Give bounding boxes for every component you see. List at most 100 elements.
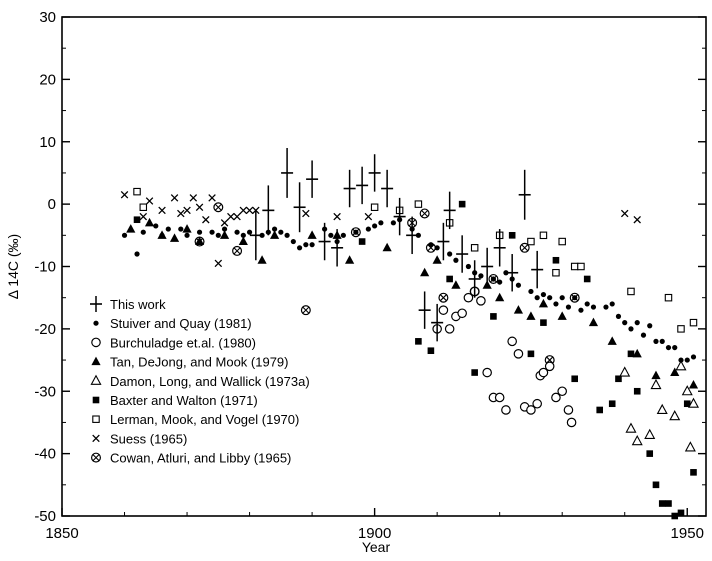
data-point	[340, 232, 346, 238]
data-point	[615, 313, 622, 319]
data-point	[490, 276, 497, 282]
data-point	[526, 311, 536, 320]
series-damon-long-and-wallick-1973a	[619, 360, 700, 452]
data-point-x	[214, 203, 222, 211]
data-point	[497, 279, 503, 285]
legend-item-lerman-mook-and-vogel-1970: Lerman, Mook, and Vogel (1970)	[92, 412, 299, 427]
data-point	[208, 194, 216, 202]
data-point	[249, 210, 262, 261]
legend: This work Stuiver and Quay (1981) Burchula…	[90, 296, 310, 466]
data-point	[365, 226, 371, 232]
data-point	[370, 203, 379, 211]
data-point	[120, 191, 129, 199]
data-point	[420, 267, 430, 277]
data-point	[463, 292, 474, 303]
y-tick-label: -30	[34, 383, 56, 400]
data-point	[526, 405, 536, 415]
data-point	[503, 270, 509, 276]
data-point	[184, 232, 190, 238]
legend-marker-x	[92, 454, 100, 461]
data-point	[608, 400, 616, 408]
data-point	[518, 169, 531, 220]
data-point	[189, 194, 198, 202]
data-point	[393, 197, 406, 236]
data-point	[378, 220, 384, 226]
data-point	[647, 323, 653, 329]
data-point	[659, 338, 665, 344]
data-point	[538, 298, 549, 308]
data-point	[202, 215, 210, 224]
data-point	[622, 320, 628, 326]
data-point	[527, 237, 535, 246]
data-point	[572, 295, 578, 301]
data-point	[651, 370, 661, 380]
data-point	[306, 160, 319, 198]
legend-marker	[92, 434, 100, 443]
data-point	[284, 232, 290, 238]
data-point	[675, 360, 687, 371]
data-point	[446, 275, 453, 283]
data-point	[390, 220, 396, 226]
series-this-work	[249, 147, 544, 342]
data-point	[552, 256, 560, 264]
data-point	[296, 245, 303, 251]
data-point	[139, 212, 148, 221]
data-point	[227, 212, 235, 221]
data-point	[494, 392, 505, 403]
series-suess-1965	[120, 191, 641, 268]
data-point	[415, 232, 421, 238]
data-point	[177, 209, 185, 218]
data-point	[432, 255, 442, 264]
data-point	[457, 308, 467, 319]
data-point	[465, 263, 472, 270]
data-point	[372, 223, 378, 229]
data-point	[468, 260, 481, 298]
data-point	[665, 500, 672, 507]
data-point	[333, 212, 341, 221]
legend-label: Burchuladge et.al. (1980)	[110, 335, 256, 350]
data-point	[590, 304, 597, 310]
data-point	[644, 428, 656, 439]
axes: 1850 1900 1950 -50 -40 -30 -20 -10 0 10 20 30 Year Δ …	[5, 9, 706, 555]
data-point	[271, 226, 278, 232]
data-point	[684, 441, 696, 452]
data-point	[447, 251, 453, 257]
y-tick-label: -50	[34, 508, 56, 525]
legend-item-stuiver-and-quay-1981: Stuiver and Quay (1981)	[93, 316, 252, 331]
data-point	[451, 280, 461, 289]
data-point	[194, 236, 205, 246]
data-point	[478, 273, 484, 279]
data-point	[259, 232, 265, 238]
data-point	[419, 208, 430, 219]
data-point	[415, 338, 422, 345]
data-point	[688, 380, 699, 389]
x-axis-title: Year	[362, 539, 391, 555]
data-point	[126, 224, 136, 233]
data-point	[513, 305, 524, 314]
data-point	[653, 338, 659, 344]
data-point-x	[440, 294, 447, 302]
data-point	[493, 229, 506, 267]
data-point	[134, 251, 140, 257]
data-point	[300, 305, 311, 316]
data-point	[640, 332, 647, 338]
data-point	[544, 361, 555, 372]
legend-item-tan-dejong-and-mook-1979: Tan, DeJong, and Mook (1979)	[91, 355, 289, 370]
data-point	[681, 385, 693, 396]
series-stuiver-and-quay-1981	[121, 217, 697, 363]
data-point	[183, 206, 191, 215]
data-point	[303, 242, 309, 248]
data-point	[245, 206, 254, 215]
data-point	[538, 367, 549, 378]
data-point	[476, 296, 486, 306]
data-point	[331, 229, 344, 267]
data-point	[531, 250, 544, 289]
data-point	[652, 481, 660, 489]
data-point	[506, 254, 519, 292]
data-point	[532, 398, 542, 409]
data-point	[139, 203, 148, 211]
data-point	[527, 350, 535, 358]
data-point	[665, 344, 672, 351]
x-tick-label: 1850	[45, 525, 78, 542]
